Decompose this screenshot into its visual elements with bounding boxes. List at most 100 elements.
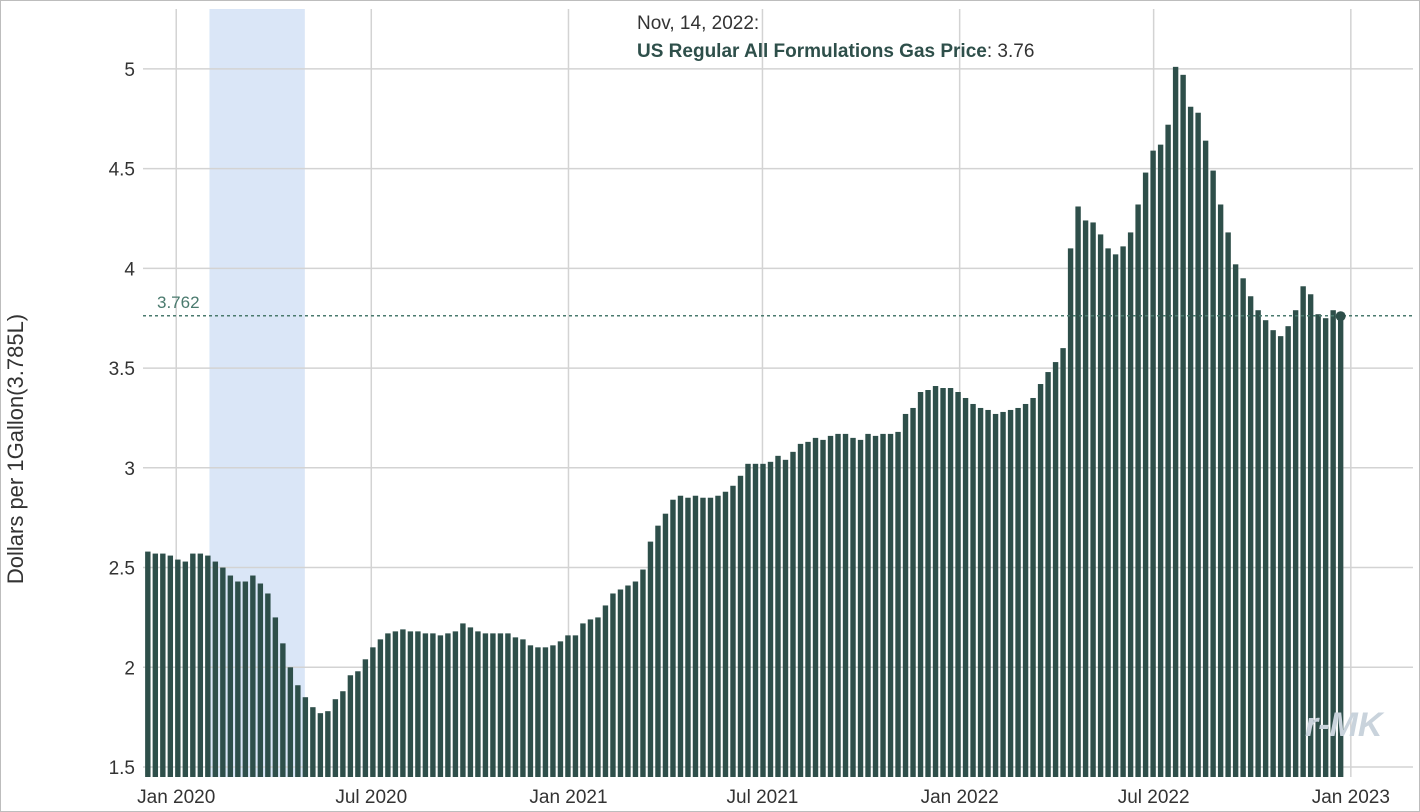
price-bar[interactable] (205, 555, 211, 777)
price-bar[interactable] (1105, 248, 1111, 778)
price-bar[interactable] (542, 647, 549, 777)
price-bar[interactable] (550, 645, 556, 777)
price-bar[interactable] (820, 439, 826, 777)
price-bar[interactable] (280, 643, 286, 777)
price-bar[interactable] (250, 575, 256, 777)
price-bar[interactable] (760, 463, 766, 777)
price-bar[interactable] (325, 711, 331, 777)
price-bar[interactable] (857, 439, 864, 777)
price-bar[interactable] (535, 647, 541, 777)
price-bar[interactable] (1142, 172, 1149, 777)
price-bar[interactable] (310, 707, 316, 777)
price-bar[interactable] (925, 390, 931, 777)
price-bar[interactable] (1195, 112, 1201, 778)
price-bar[interactable] (647, 541, 654, 777)
price-bar[interactable] (1300, 286, 1306, 777)
price-bar[interactable] (235, 581, 241, 777)
price-bar[interactable] (1007, 409, 1014, 777)
price-bar[interactable] (437, 635, 444, 777)
price-bar[interactable] (1202, 140, 1209, 777)
price-bar[interactable] (887, 433, 894, 777)
price-bar[interactable] (557, 641, 564, 777)
price-bar[interactable] (505, 633, 511, 777)
price-bar[interactable] (1067, 248, 1074, 778)
price-bar[interactable] (812, 437, 819, 777)
price-bar[interactable] (452, 631, 459, 777)
price-bar[interactable] (1120, 246, 1126, 777)
price-bar[interactable] (662, 513, 669, 777)
price-bar[interactable] (895, 431, 901, 777)
price-bar[interactable] (1277, 336, 1284, 777)
price-bar[interactable] (722, 491, 729, 777)
price-bar[interactable] (415, 631, 421, 777)
price-bar[interactable] (467, 627, 474, 777)
price-bar[interactable] (707, 497, 714, 777)
price-bar[interactable] (385, 633, 391, 777)
price-bar[interactable] (1232, 264, 1239, 777)
price-bar[interactable] (1330, 310, 1336, 777)
price-bar[interactable] (1285, 326, 1291, 777)
price-bar[interactable] (527, 645, 534, 777)
price-bar[interactable] (430, 633, 436, 777)
price-bar[interactable] (1180, 74, 1186, 778)
price-bar[interactable] (475, 631, 481, 777)
price-bar[interactable] (1262, 320, 1269, 777)
price-bar[interactable] (1217, 204, 1224, 777)
price-bar[interactable] (1255, 310, 1261, 777)
price-bar[interactable] (587, 619, 594, 777)
price-bar[interactable] (1187, 106, 1194, 777)
price-bar[interactable] (977, 407, 984, 777)
price-bar[interactable] (377, 639, 384, 777)
price-bar[interactable] (797, 443, 804, 777)
price-bar[interactable] (1210, 170, 1216, 777)
price-bar[interactable] (625, 585, 631, 777)
price-bar[interactable] (332, 699, 339, 777)
price-bar[interactable] (1292, 310, 1299, 777)
price-bar[interactable] (730, 485, 736, 777)
price-bar[interactable] (520, 639, 526, 777)
price-bar[interactable] (775, 455, 781, 777)
price-bar[interactable] (1060, 348, 1066, 777)
price-bar[interactable] (955, 392, 961, 777)
price-bar[interactable] (287, 667, 294, 777)
price-bar[interactable] (737, 475, 744, 777)
price-bar[interactable] (932, 386, 939, 777)
price-bar[interactable] (602, 605, 609, 777)
price-bar[interactable] (790, 451, 796, 777)
price-bar[interactable] (1097, 234, 1104, 778)
price-bar[interactable] (1082, 220, 1089, 778)
price-bar[interactable] (1052, 362, 1059, 777)
price-bar[interactable] (482, 633, 489, 777)
price-bar[interactable] (1172, 66, 1179, 777)
price-bar[interactable] (295, 685, 301, 777)
price-bar[interactable] (1000, 411, 1006, 777)
price-bar[interactable] (355, 671, 361, 777)
price-bar[interactable] (715, 495, 721, 777)
price-bar[interactable] (175, 559, 181, 777)
price-bar[interactable] (1225, 232, 1231, 777)
price-bar[interactable] (197, 553, 204, 777)
price-bar[interactable] (610, 593, 616, 777)
latest-point-marker[interactable] (1335, 311, 1346, 322)
price-bar[interactable] (422, 633, 429, 777)
price-bar[interactable] (692, 495, 699, 777)
price-bar[interactable] (1315, 314, 1321, 777)
price-bar[interactable] (145, 551, 151, 777)
price-bar[interactable] (272, 617, 279, 777)
price-bar[interactable] (917, 392, 924, 777)
price-bar[interactable] (565, 635, 571, 777)
price-bar[interactable] (152, 553, 159, 777)
price-bar[interactable] (1015, 407, 1021, 777)
price-bar[interactable] (265, 593, 271, 777)
price-bar[interactable] (227, 575, 234, 777)
price-bar[interactable] (497, 633, 504, 777)
price-bar[interactable] (302, 697, 309, 777)
price-bar[interactable] (1322, 318, 1329, 777)
price-bar[interactable] (1247, 296, 1254, 777)
price-bar[interactable] (400, 629, 406, 777)
price-bar[interactable] (992, 413, 999, 777)
price-bar[interactable] (317, 713, 324, 777)
price-bar[interactable] (685, 497, 691, 777)
price-bar[interactable] (640, 569, 646, 777)
price-bar[interactable] (347, 675, 354, 777)
